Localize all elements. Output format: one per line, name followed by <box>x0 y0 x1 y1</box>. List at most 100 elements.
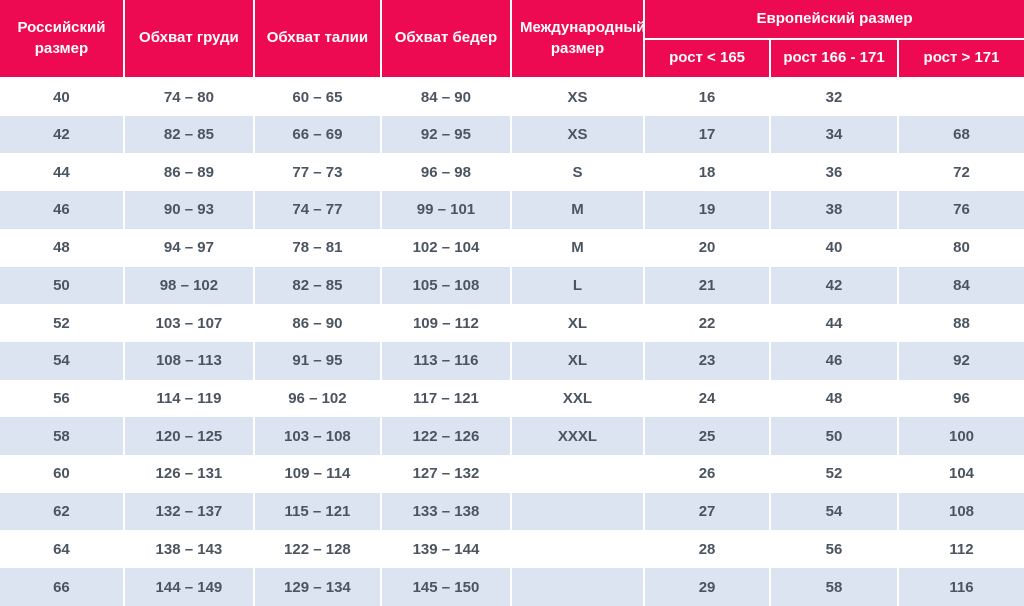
table-row: 50 98 – 102 82 – 85 105 – 108 L 21 42 84 <box>0 266 1024 305</box>
cell-eu-height-gt-171: 100 <box>897 417 1024 456</box>
cell-hip-girth: 105 – 108 <box>379 266 512 305</box>
cell-russian-size: 58 <box>0 417 125 456</box>
cell-chest-girth: 144 – 149 <box>122 568 255 606</box>
cell-eu-height-166-171: 56 <box>769 530 899 569</box>
cell-eu-height-lt-165: 19 <box>643 191 771 229</box>
table-row: 48 94 – 97 78 – 81 102 – 104 M 20 40 80 <box>0 228 1024 267</box>
size-table-body: 40 74 – 80 60 – 65 84 – 90 XS 16 32 42 82 – 85 66… <box>0 78 1024 606</box>
column-header-chest-girth: Обхват груди <box>122 0 255 79</box>
table-row: 42 82 – 85 66 – 69 92 – 95 XS 17 34 68 <box>0 115 1024 154</box>
cell-chest-girth: 138 – 143 <box>122 530 255 569</box>
table-row: 52 103 – 107 86 – 90 109 – 112 XL 22 44 88 <box>0 304 1024 342</box>
cell-international-size: M <box>509 191 646 229</box>
cell-russian-size: 62 <box>0 492 125 531</box>
cell-international-size <box>509 455 646 493</box>
table-row: 44 86 – 89 77 – 73 96 – 98 S 18 36 72 <box>0 153 1024 192</box>
cell-russian-size: 52 <box>0 304 125 342</box>
cell-eu-height-166-171: 48 <box>769 379 899 418</box>
cell-waist-girth: 91 – 95 <box>252 341 382 380</box>
cell-waist-girth: 77 – 73 <box>252 153 382 192</box>
column-header-eu-height-gt-171: рост > 171 <box>897 38 1024 79</box>
cell-eu-height-lt-165: 28 <box>643 530 771 569</box>
cell-international-size: XL <box>509 341 646 380</box>
cell-chest-girth: 126 – 131 <box>122 455 255 493</box>
cell-russian-size: 64 <box>0 530 125 569</box>
cell-international-size: XXXL <box>509 417 646 456</box>
cell-international-size <box>509 530 646 569</box>
cell-eu-height-lt-165: 17 <box>643 115 771 154</box>
cell-chest-girth: 86 – 89 <box>122 153 255 192</box>
column-header-international-size: Международный размер <box>509 0 645 79</box>
cell-eu-height-166-171: 52 <box>769 455 899 493</box>
cell-hip-girth: 99 – 101 <box>379 191 512 229</box>
cell-chest-girth: 94 – 97 <box>122 228 255 267</box>
cell-waist-girth: 96 – 102 <box>252 379 382 418</box>
cell-russian-size: 42 <box>0 115 125 154</box>
cell-hip-girth: 145 – 150 <box>379 568 512 606</box>
cell-eu-height-166-171: 38 <box>769 191 899 229</box>
cell-eu-height-gt-171: 88 <box>897 304 1024 342</box>
cell-hip-girth: 92 – 95 <box>379 115 512 154</box>
table-row: 56 114 – 119 96 – 102 117 – 121 XXL 24 48 96 <box>0 379 1024 418</box>
cell-eu-height-lt-165: 20 <box>643 228 771 267</box>
cell-eu-height-166-171: 58 <box>769 568 899 606</box>
column-header-eu-height-166-171: рост 166 - 171 <box>769 38 899 79</box>
cell-international-size: XS <box>509 78 646 116</box>
cell-chest-girth: 90 – 93 <box>122 191 255 229</box>
cell-hip-girth: 117 – 121 <box>379 379 512 418</box>
cell-eu-height-gt-171: 80 <box>897 228 1024 267</box>
cell-russian-size: 40 <box>0 78 125 116</box>
cell-international-size: M <box>509 228 646 267</box>
cell-eu-height-gt-171 <box>897 78 1024 116</box>
cell-eu-height-166-171: 40 <box>769 228 899 267</box>
cell-waist-girth: 78 – 81 <box>252 228 382 267</box>
cell-eu-height-lt-165: 27 <box>643 492 771 531</box>
table-row: 40 74 – 80 60 – 65 84 – 90 XS 16 32 <box>0 78 1024 116</box>
cell-waist-girth: 74 – 77 <box>252 191 382 229</box>
cell-hip-girth: 122 – 126 <box>379 417 512 456</box>
column-header-hip-girth: Обхват бедер <box>379 0 512 79</box>
cell-international-size <box>509 492 646 531</box>
cell-chest-girth: 114 – 119 <box>122 379 255 418</box>
cell-eu-height-gt-171: 84 <box>897 266 1024 305</box>
cell-waist-girth: 82 – 85 <box>252 266 382 305</box>
cell-eu-height-166-171: 36 <box>769 153 899 192</box>
table-row: 62 132 – 137 115 – 121 133 – 138 27 54 108 <box>0 492 1024 531</box>
cell-waist-girth: 115 – 121 <box>252 492 382 531</box>
cell-eu-height-166-171: 50 <box>769 417 899 456</box>
column-header-waist-girth: Обхват талии <box>252 0 382 79</box>
cell-waist-girth: 60 – 65 <box>252 78 382 116</box>
cell-waist-girth: 109 – 114 <box>252 455 382 493</box>
cell-eu-height-166-171: 54 <box>769 492 899 531</box>
cell-chest-girth: 103 – 107 <box>122 304 255 342</box>
cell-international-size <box>509 568 646 606</box>
cell-hip-girth: 139 – 144 <box>379 530 512 569</box>
cell-international-size: XL <box>509 304 646 342</box>
cell-eu-height-166-171: 42 <box>769 266 899 305</box>
cell-eu-height-166-171: 32 <box>769 78 899 116</box>
cell-international-size: XXL <box>509 379 646 418</box>
cell-russian-size: 48 <box>0 228 125 267</box>
cell-chest-girth: 108 – 113 <box>122 341 255 380</box>
cell-hip-girth: 109 – 112 <box>379 304 512 342</box>
cell-eu-height-lt-165: 16 <box>643 78 771 116</box>
cell-eu-height-gt-171: 76 <box>897 191 1024 229</box>
cell-eu-height-166-171: 44 <box>769 304 899 342</box>
cell-eu-height-lt-165: 29 <box>643 568 771 606</box>
cell-eu-height-166-171: 34 <box>769 115 899 154</box>
cell-waist-girth: 66 – 69 <box>252 115 382 154</box>
cell-russian-size: 44 <box>0 153 125 192</box>
cell-russian-size: 46 <box>0 191 125 229</box>
cell-hip-girth: 84 – 90 <box>379 78 512 116</box>
cell-hip-girth: 96 – 98 <box>379 153 512 192</box>
cell-hip-girth: 113 – 116 <box>379 341 512 380</box>
cell-hip-girth: 127 – 132 <box>379 455 512 493</box>
cell-eu-height-lt-165: 26 <box>643 455 771 493</box>
column-header-russian-size: Российский размер <box>0 0 125 79</box>
cell-eu-height-gt-171: 92 <box>897 341 1024 380</box>
table-row: 66 144 – 149 129 – 134 145 – 150 29 58 116 <box>0 568 1024 606</box>
cell-waist-girth: 86 – 90 <box>252 304 382 342</box>
cell-russian-size: 54 <box>0 341 125 380</box>
cell-waist-girth: 122 – 128 <box>252 530 382 569</box>
cell-eu-height-lt-165: 25 <box>643 417 771 456</box>
